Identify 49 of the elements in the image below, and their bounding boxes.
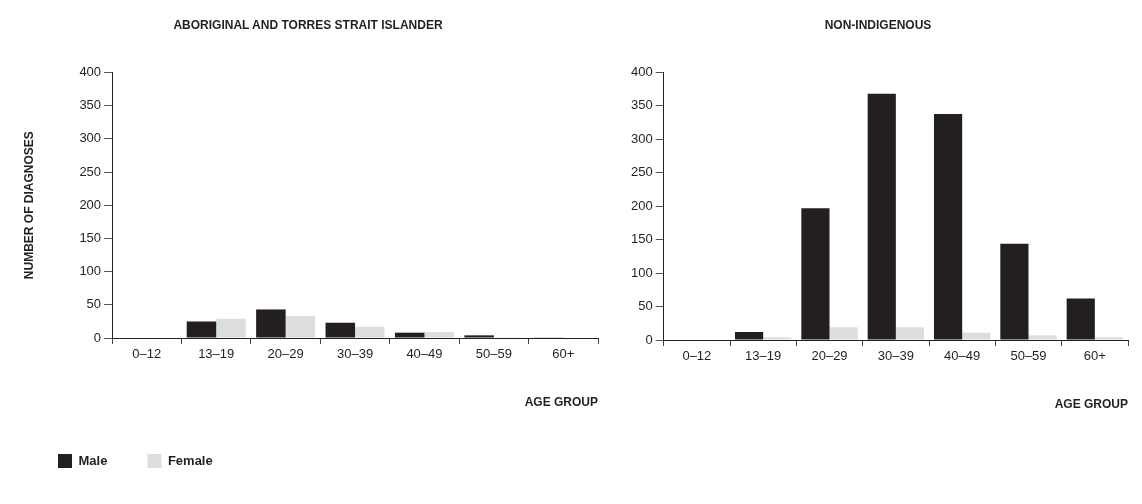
x-tick-label: 13–19 [745, 348, 782, 364]
x-tick-label: 13–19 [198, 346, 235, 362]
x-axis-title: AGE GROUP [1054, 397, 1128, 412]
x-tick-label: 30–39 [877, 348, 914, 364]
y-axis-title: NUMBER OF DIAGNOSES [21, 131, 36, 280]
y-tick-label: 200 [79, 196, 102, 212]
chart-title: NON-INDIGENOUS [824, 17, 932, 32]
bar [424, 332, 454, 338]
y-tick-label: 300 [79, 130, 102, 146]
y-tick-label: 300 [630, 130, 653, 146]
y-tick-label: 350 [79, 97, 102, 113]
bar [895, 327, 925, 340]
y-tick-label: 150 [79, 229, 102, 245]
x-tick-label: 20–29 [267, 346, 304, 362]
bar [1094, 337, 1124, 340]
legend-label: Female [167, 452, 213, 468]
y-tick-label: 350 [630, 97, 653, 113]
x-tick-label: 40–49 [944, 348, 981, 364]
bar [355, 326, 385, 338]
y-tick-label: 50 [86, 296, 102, 312]
y-tick-label: 400 [79, 63, 102, 79]
y-tick-label: 250 [630, 164, 653, 180]
bar [962, 332, 991, 340]
x-tick-label: 0–12 [682, 348, 712, 364]
y-tick-label: 250 [79, 163, 102, 179]
y-tick-label: 150 [630, 231, 653, 247]
x-tick-label: 50–59 [1010, 348, 1047, 364]
y-tick-label: 400 [630, 63, 653, 79]
bar [829, 327, 858, 340]
legend-label: Male [78, 452, 108, 468]
x-tick-label: 50–59 [475, 346, 512, 362]
x-tick-label: 0–12 [132, 346, 162, 362]
y-tick-label: 200 [630, 197, 653, 213]
bar [216, 318, 246, 338]
y-tick-label: 100 [79, 263, 102, 279]
x-axis-title: AGE GROUP [524, 395, 598, 410]
y-tick-label: 50 [638, 298, 653, 314]
chart-title: ABORIGINAL AND TORRES STRAIT ISLANDER [173, 17, 443, 32]
bar [285, 316, 316, 338]
x-tick-label: 30–39 [336, 346, 374, 362]
x-tick-label: 60+ [552, 346, 575, 362]
x-tick-label: 40–49 [406, 346, 443, 362]
x-tick-label: 20–29 [811, 348, 848, 364]
y-tick-label: 100 [630, 264, 653, 280]
x-tick-label: 60+ [1083, 348, 1106, 364]
y-tick-label: 0 [93, 329, 102, 345]
y-tick-label: 0 [645, 331, 653, 347]
bar [763, 337, 792, 340]
bar [1028, 335, 1057, 340]
